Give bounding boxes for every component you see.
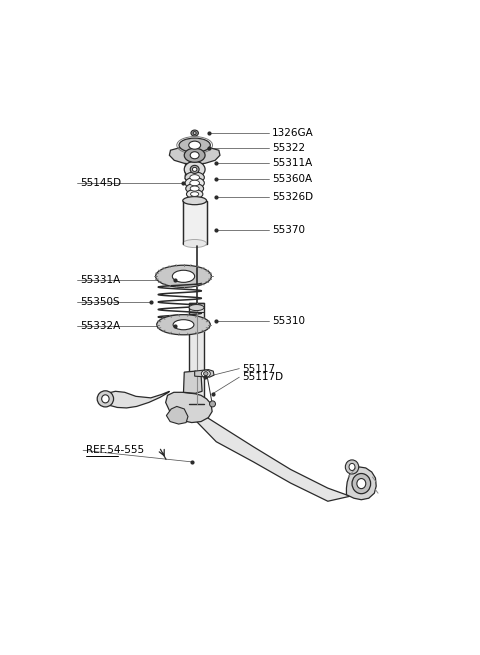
Text: 55350S: 55350S [81,297,120,307]
Ellipse shape [183,196,206,205]
Ellipse shape [184,148,205,162]
Polygon shape [169,147,220,164]
Ellipse shape [186,183,204,194]
Ellipse shape [189,305,204,310]
Polygon shape [347,467,376,500]
Ellipse shape [189,141,201,149]
Polygon shape [182,407,350,501]
Ellipse shape [190,175,200,180]
Polygon shape [183,200,206,244]
Ellipse shape [192,168,197,172]
Ellipse shape [190,180,200,186]
Ellipse shape [184,161,205,178]
Ellipse shape [183,240,206,248]
Ellipse shape [191,130,198,136]
Text: 55311A: 55311A [272,159,312,168]
Ellipse shape [185,172,204,183]
Polygon shape [167,406,188,424]
Text: 55331A: 55331A [81,275,120,285]
Polygon shape [195,369,214,377]
Ellipse shape [179,138,210,152]
Ellipse shape [156,314,210,335]
Ellipse shape [186,189,203,198]
Polygon shape [166,392,212,422]
Polygon shape [104,391,169,408]
Ellipse shape [102,395,109,403]
Ellipse shape [185,178,204,189]
Text: 55332A: 55332A [81,321,120,331]
Ellipse shape [204,371,208,376]
Ellipse shape [173,320,194,329]
Ellipse shape [97,391,114,407]
Ellipse shape [191,192,199,196]
Ellipse shape [349,464,355,470]
Ellipse shape [172,271,195,282]
Text: 55117D: 55117D [242,372,283,382]
Text: REF.54-555: REF.54-555 [86,445,144,455]
Text: 55117: 55117 [242,364,276,373]
Ellipse shape [190,152,199,159]
Ellipse shape [193,132,196,134]
Text: 55322: 55322 [272,143,305,153]
Ellipse shape [345,460,359,474]
Ellipse shape [357,479,366,489]
Text: 55370: 55370 [272,225,305,235]
Text: 55360A: 55360A [272,174,312,185]
Ellipse shape [202,370,210,377]
Text: 55145D: 55145D [81,178,121,188]
Polygon shape [189,303,204,404]
Text: 1326GA: 1326GA [272,128,314,138]
Ellipse shape [190,186,199,191]
Ellipse shape [190,165,199,174]
Text: 55310: 55310 [272,316,305,326]
Polygon shape [183,371,202,393]
Text: 55326D: 55326D [272,192,313,202]
Ellipse shape [210,401,216,407]
Ellipse shape [352,474,371,494]
Ellipse shape [156,265,211,288]
